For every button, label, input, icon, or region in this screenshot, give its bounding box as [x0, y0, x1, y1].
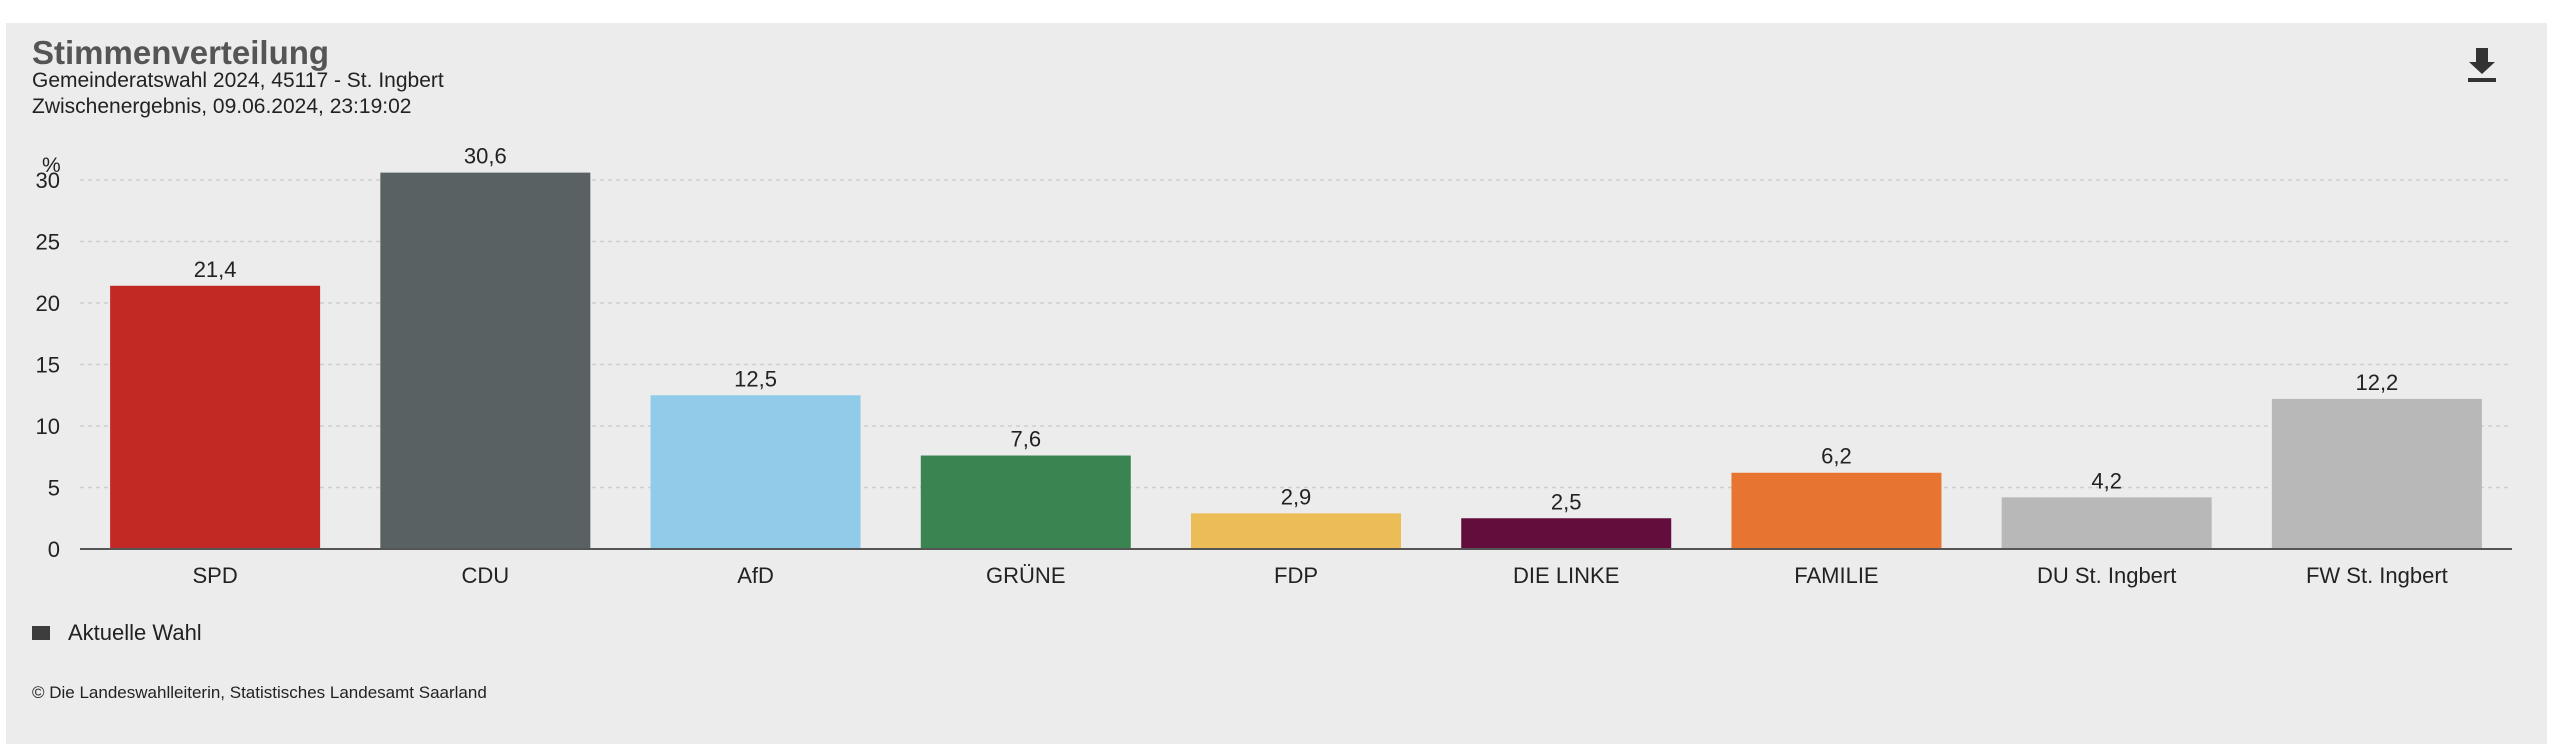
y-axis-unit-label: %: [42, 154, 61, 177]
legend-label: Aktuelle Wahl: [68, 620, 202, 645]
x-tick-label: SPD: [192, 563, 237, 588]
bar-value-label: 6,2: [1821, 444, 1852, 469]
x-tick-label: GRÜNE: [986, 563, 1065, 588]
chart-title: Stimmenverteilung: [32, 34, 330, 71]
y-tick-label: 30: [36, 168, 60, 193]
bar: [920, 455, 1131, 549]
y-tick-label: 5: [48, 476, 60, 501]
bar: [2271, 398, 2482, 549]
bar-value-label: 2,9: [1281, 484, 1312, 509]
chart-subtitle-election: Gemeinderatswahl 2024, 45117 - St. Ingbe…: [32, 69, 444, 92]
x-tick-label: FW St. Ingbert: [2306, 563, 2448, 588]
x-tick-label: DU St. Ingbert: [2037, 563, 2176, 588]
bar-value-label: 30,6: [464, 144, 507, 169]
bar-value-label: 7,6: [1010, 427, 1041, 452]
y-tick-label: 15: [36, 353, 60, 378]
x-tick-label: FDP: [1274, 563, 1318, 588]
y-tick-label: 25: [36, 230, 60, 255]
y-tick-label: 10: [36, 414, 60, 439]
bar-value-label: 12,5: [734, 366, 777, 391]
y-tick-label: 20: [36, 291, 60, 316]
bar: [2001, 497, 2212, 549]
bar-chart: % 0 5 10 15 20 25 30 21,4 SPD 30,6 CDU 12,5 AfD 7,6 GRÜ…: [36, 144, 2512, 588]
legend-swatch: [32, 626, 50, 640]
bar: [650, 395, 861, 549]
bar: [1731, 472, 1942, 549]
x-tick-label: CDU: [461, 563, 509, 588]
legend-item[interactable]: Aktuelle Wahl: [32, 620, 202, 646]
download-button[interactable]: [2462, 42, 2502, 86]
x-tick-label: DIE LINKE: [1513, 563, 1619, 588]
bar: [380, 172, 591, 549]
bar: [1461, 518, 1672, 549]
chart-subtitle-status: Zwischenergebnis, 09.06.2024, 23:19:02: [32, 95, 412, 118]
bar-value-label: 2,5: [1551, 489, 1582, 514]
y-tick-label: 0: [48, 537, 60, 562]
x-tick-label: FAMILIE: [1794, 563, 1878, 588]
bar-value-label: 21,4: [194, 257, 237, 282]
x-tick-label: AfD: [737, 563, 774, 588]
bar-value-label: 12,2: [2355, 370, 2398, 395]
source-credit: © Die Landeswahlleiterin, Statistisches …: [32, 683, 487, 702]
bar-value-label: 4,2: [2091, 468, 2122, 493]
bar: [1191, 513, 1401, 549]
bar: [110, 285, 321, 549]
download-icon: [2468, 48, 2496, 82]
